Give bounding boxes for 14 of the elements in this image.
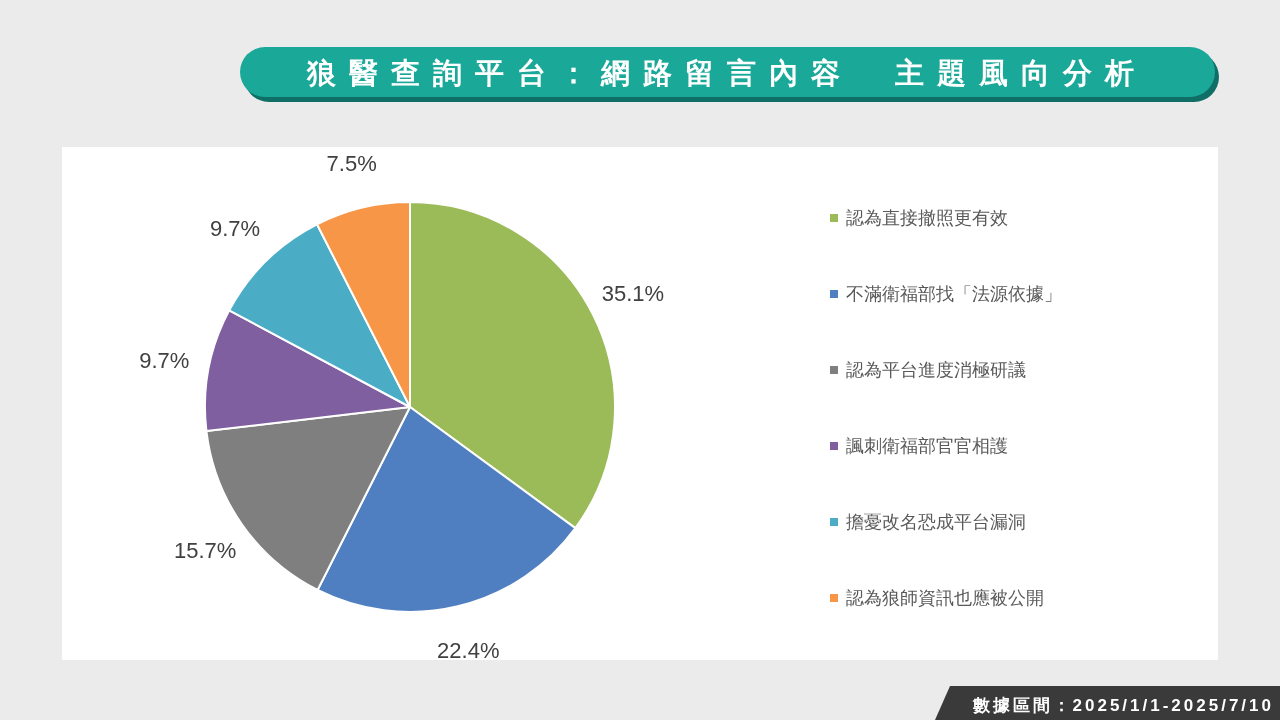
legend-label: 認為平台進度消極研議 — [846, 360, 1026, 380]
chart-title: 狼醫查詢平台：網路留言內容 主題風向分析 — [306, 57, 1147, 89]
data-label: 35.1% — [601, 281, 665, 307]
data-label: 9.7% — [139, 348, 190, 374]
data-label: 22.4% — [437, 637, 500, 663]
legend-label: 不滿衛福部找「法源依據」 — [846, 284, 1062, 304]
data-label: 9.7% — [209, 215, 261, 241]
data-label: 7.5% — [326, 151, 377, 177]
legend-label: 認為直接撤照更有效 — [846, 208, 1008, 228]
legend-label: 諷刺衛福部官官相護 — [846, 436, 1008, 456]
legend-label: 擔憂改名恐成平台漏洞 — [846, 512, 1026, 532]
text: 數據區間：2025/1/1-2025/7/10 — [971, 695, 1274, 715]
legend-label: 認為狼師資訊也應被公開 — [846, 588, 1044, 608]
data-label: 15.7% — [173, 537, 237, 563]
